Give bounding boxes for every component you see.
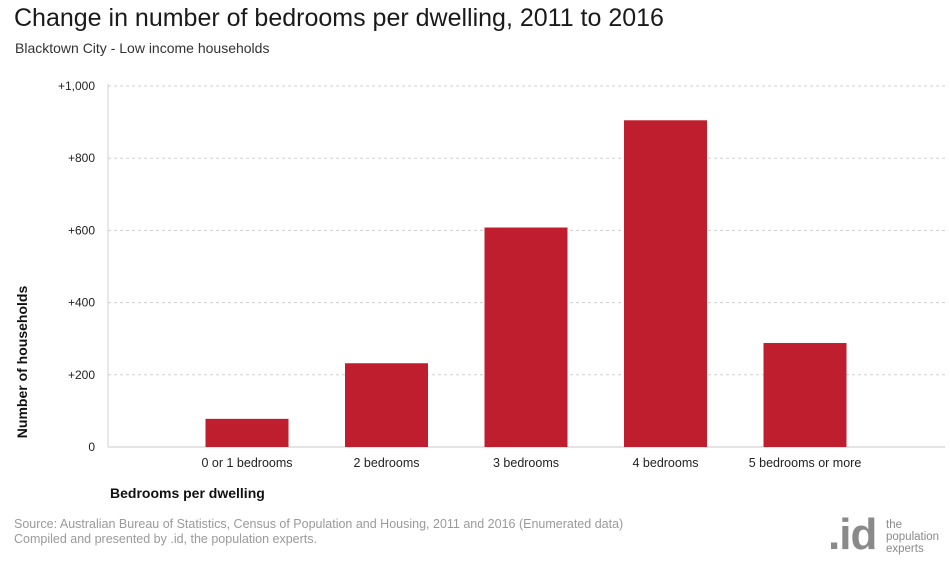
bars (205, 120, 847, 448)
compiled-line: Compiled and presented by .id, the popul… (14, 532, 317, 546)
y-axis-ticks: 0 +200 +400 +600 +800 +1,000 (58, 79, 95, 454)
bar (205, 418, 289, 447)
logo-mark: .id (828, 510, 877, 559)
x-tick-label: 3 bedrooms (493, 456, 559, 470)
source-note: Source: Australian Bureau of Statistics,… (14, 517, 623, 547)
bar-chart: 0 +200 +400 +600 +800 +1,000 0 or 1 bedrooms 2… (14, 79, 945, 501)
id-logo: .id the population experts (828, 510, 948, 562)
bar (484, 227, 568, 447)
x-tick-label: 0 or 1 bedrooms (201, 456, 292, 470)
logo-line: experts (886, 543, 924, 555)
x-axis-ticks: 0 or 1 bedrooms 2 bedrooms 3 bedrooms 4 bed… (201, 456, 861, 470)
y-tick-label: +1,000 (58, 79, 95, 93)
bar (345, 363, 428, 447)
x-tick-label: 5 bedrooms or more (749, 456, 862, 470)
y-tick-label: +600 (68, 223, 95, 237)
y-tick-label: +400 (68, 296, 95, 310)
source-line: Source: Australian Bureau of Statistics,… (14, 517, 624, 531)
logo-line: the (886, 519, 902, 531)
logo-line: population (886, 531, 940, 543)
bar (763, 343, 847, 447)
chart-title: Change in number of bedrooms per dwellin… (14, 4, 664, 32)
y-tick-label: +200 (68, 368, 95, 382)
x-axis-label: Bedrooms per dwelling (110, 485, 265, 501)
x-tick-label: 2 bedrooms (353, 456, 419, 470)
y-tick-label: +800 (68, 151, 95, 165)
y-axis-label: Number of households (14, 286, 30, 439)
bar (624, 120, 707, 448)
chart-subtitle: Blacktown City - Low income households (15, 40, 270, 56)
x-tick-label: 4 bedrooms (632, 456, 698, 470)
logo-text: the population experts (886, 519, 939, 555)
y-tick-label: 0 (88, 440, 95, 454)
